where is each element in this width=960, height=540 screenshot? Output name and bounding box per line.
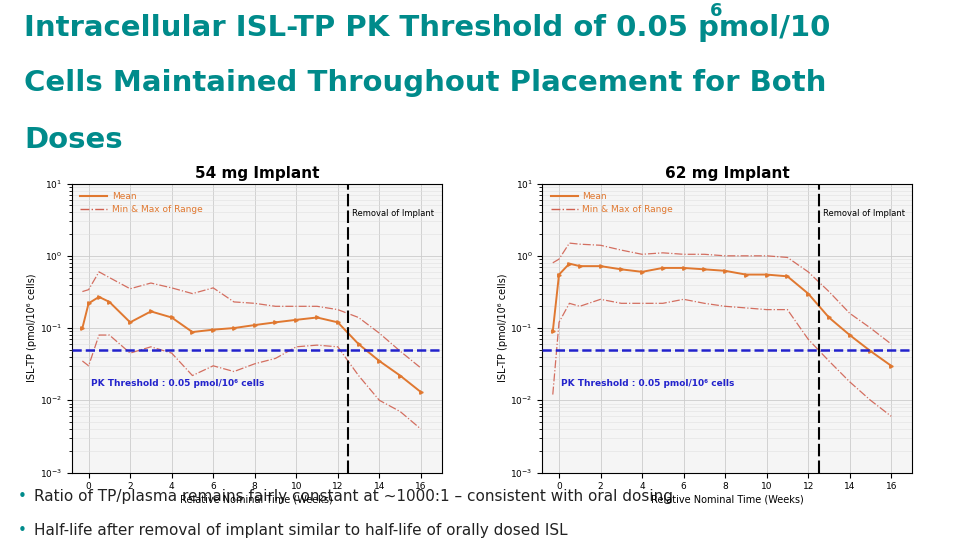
Title: 54 mg Implant: 54 mg Implant (195, 166, 319, 181)
Text: Half-life after removal of implant similar to half-life of orally dosed ISL: Half-life after removal of implant simil… (34, 523, 567, 538)
Text: Doses: Doses (24, 126, 123, 154)
Text: Removal of Implant: Removal of Implant (823, 208, 904, 218)
Legend: Mean, Min & Max of Range: Mean, Min & Max of Range (77, 188, 206, 218)
Text: Ratio of TP/plasma remains fairly constant at ~1000:1 – consistent with oral dos: Ratio of TP/plasma remains fairly consta… (34, 489, 673, 504)
Text: Intracellular ISL-TP PK Threshold of 0.05 pmol/10: Intracellular ISL-TP PK Threshold of 0.0… (24, 14, 830, 42)
Text: Removal of Implant: Removal of Implant (352, 208, 434, 218)
Text: PK Threshold : 0.05 pmol/10⁶ cells: PK Threshold : 0.05 pmol/10⁶ cells (561, 379, 734, 388)
Title: 62 mg Implant: 62 mg Implant (665, 166, 789, 181)
Text: 6: 6 (709, 2, 722, 20)
X-axis label: Relative Nominal Time (Weeks): Relative Nominal Time (Weeks) (180, 494, 333, 504)
Text: •: • (17, 489, 26, 504)
Y-axis label: ISL-TP (pmol/10⁶ cells): ISL-TP (pmol/10⁶ cells) (27, 274, 37, 382)
Text: Cells Maintained Throughout Placement for Both: Cells Maintained Throughout Placement fo… (24, 69, 827, 97)
Text: •: • (17, 523, 26, 538)
Legend: Mean, Min & Max of Range: Mean, Min & Max of Range (547, 188, 677, 218)
Text: PK Threshold : 0.05 pmol/10⁶ cells: PK Threshold : 0.05 pmol/10⁶ cells (90, 379, 264, 388)
X-axis label: Relative Nominal Time (Weeks): Relative Nominal Time (Weeks) (651, 494, 804, 504)
Y-axis label: ISL-TP (pmol/10⁶ cells): ISL-TP (pmol/10⁶ cells) (497, 274, 508, 382)
